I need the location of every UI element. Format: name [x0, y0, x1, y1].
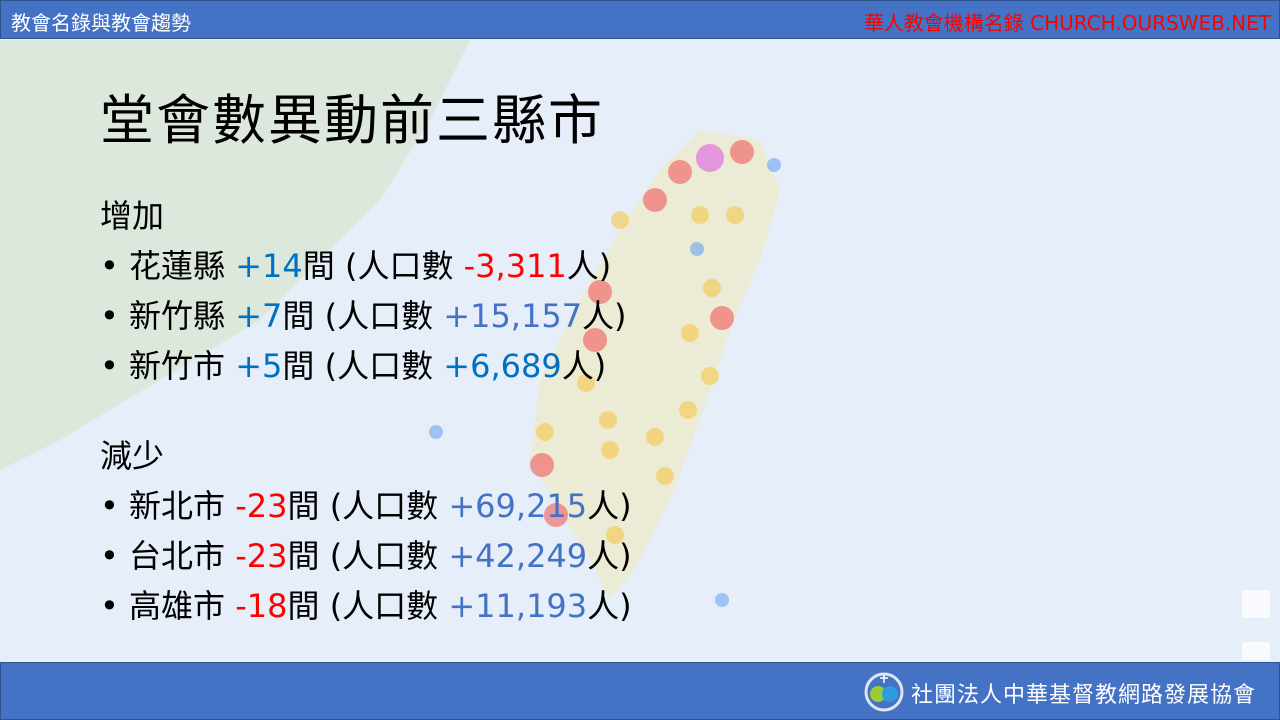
bullet: • — [100, 587, 130, 625]
population-unit: 人) — [582, 297, 627, 335]
street-view-pegman-icon[interactable] — [1242, 590, 1270, 618]
population-change: +42,249 — [448, 537, 588, 575]
city-name: 花蓮縣 — [129, 247, 226, 285]
population-change: -3,311 — [463, 247, 567, 285]
header-left-title: 教會名錄與教會趨勢 — [11, 11, 191, 35]
population-label: (人口數 — [314, 297, 444, 335]
organization-logo-icon — [864, 672, 904, 712]
slide-title: 堂會數異動前三縣市 — [100, 89, 604, 152]
header-site-name: 華人教會機構名錄 CHURCH.OURSWEB.NET — [863, 11, 1271, 35]
population-label: (人口數 — [334, 247, 464, 285]
population-label: (人口數 — [319, 487, 449, 525]
list-item: • 新竹縣 +7間 (人口數 +15,157人) — [100, 291, 632, 341]
list-item: • 台北市 -23間 (人口數 +42,249人) — [100, 531, 632, 581]
population-change: +69,215 — [448, 487, 588, 525]
church-change: +5 — [235, 347, 283, 385]
increase-heading: 增加 — [100, 197, 165, 235]
decrease-heading: 減少 — [100, 437, 165, 475]
list-item: • 高雄市 -18間 (人口數 +11,193人) — [100, 581, 632, 631]
church-change: -18 — [235, 587, 288, 625]
population-unit: 人) — [587, 587, 632, 625]
zoom-in-button[interactable] — [1242, 642, 1270, 660]
list-item: • 新竹市 +5間 (人口數 +6,689人) — [100, 341, 632, 391]
change-unit: 間 — [287, 487, 320, 525]
footer-bar: 社團法人中華基督教網路發展協會 — [0, 662, 1280, 720]
church-change: +7 — [235, 297, 283, 335]
population-unit: 人) — [561, 347, 607, 385]
church-change: -23 — [235, 537, 288, 575]
city-name: 高雄市 — [129, 587, 226, 625]
list-item: • 新北市 -23間 (人口數 +69,215人) — [100, 481, 632, 531]
city-name: 台北市 — [129, 537, 226, 575]
bullet: • — [100, 487, 130, 525]
city-name: 新竹市 — [129, 347, 226, 385]
church-change: +14 — [235, 247, 303, 285]
bullet: • — [100, 347, 130, 385]
city-name: 新竹縣 — [129, 297, 226, 335]
change-unit: 間 — [302, 247, 335, 285]
population-label: (人口數 — [319, 587, 449, 625]
population-unit: 人) — [566, 247, 612, 285]
bullet: • — [100, 297, 130, 335]
city-name: 新北市 — [129, 487, 226, 525]
population-change: +6,689 — [443, 347, 562, 385]
header-bar: 教會名錄與教會趨勢 華人教會機構名錄 CHURCH.OURSWEB.NET — [0, 0, 1280, 39]
population-change: +15,157 — [443, 297, 583, 335]
slide-content: 堂會數異動前三縣市 增加 • 花蓮縣 +14間 (人口數 -3,311人) • 新… — [100, 76, 632, 631]
change-unit: 間 — [287, 587, 320, 625]
organization-name: 社團法人中華基督教網路發展協會 — [911, 683, 1257, 708]
population-label: (人口數 — [319, 537, 449, 575]
bullet: • — [100, 537, 130, 575]
change-unit: 間 — [282, 347, 315, 385]
list-item: • 花蓮縣 +14間 (人口數 -3,311人) — [100, 241, 632, 291]
population-label: (人口數 — [314, 347, 444, 385]
change-unit: 間 — [287, 537, 320, 575]
bullet: • — [100, 247, 130, 285]
church-change: -23 — [235, 487, 288, 525]
population-unit: 人) — [587, 537, 632, 575]
change-unit: 間 — [282, 297, 315, 335]
population-change: +11,193 — [448, 587, 588, 625]
population-unit: 人) — [587, 487, 632, 525]
